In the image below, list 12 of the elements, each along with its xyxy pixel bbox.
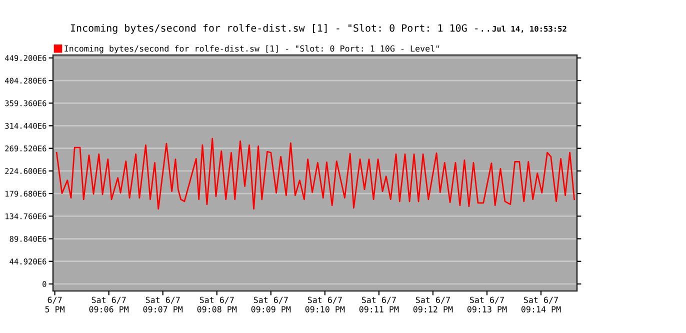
x-tick-label: Sat 6/7 09:07 PM xyxy=(143,296,183,312)
x-tick-label: Sat 6/7 09:11 PM xyxy=(359,296,399,312)
x-tick-label: Sat 6/7 09:06 PM xyxy=(89,296,129,312)
x-tick-label: Sat 6/7 09:08 PM xyxy=(197,296,237,312)
x-tick-label: Sat 6/7 09:13 PM xyxy=(467,296,507,312)
x-tick-label: Sat 6/7 09:09 PM xyxy=(251,296,291,312)
x-tick-label: Sat 6/7 09:10 PM xyxy=(305,296,345,312)
x-tick-label: Sat 6/7 09:12 PM xyxy=(413,296,453,312)
chart-title: Incoming bytes/second for rolfe-dist.sw [1] - "Slot: 0 Port: 1 10G -.. xyxy=(70,24,490,34)
legend-label: Incoming bytes/second for rolfe-dist.sw [1] - "Slot: 0 Port: 1 10G - Level" xyxy=(64,45,439,54)
x-tick-label: Sat 6/7 09:14 PM xyxy=(521,296,561,312)
x-tick-label: 6/7 5 PM xyxy=(45,296,64,312)
